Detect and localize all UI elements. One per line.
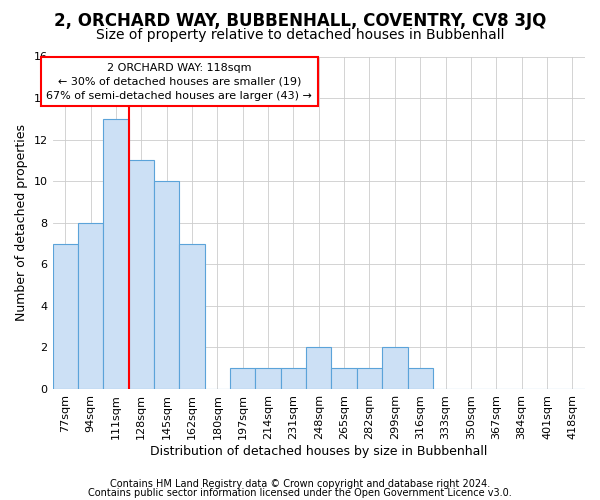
Text: Size of property relative to detached houses in Bubbenhall: Size of property relative to detached ho…: [96, 28, 504, 42]
Bar: [256, 368, 281, 389]
X-axis label: Distribution of detached houses by size in Bubbenhall: Distribution of detached houses by size …: [150, 444, 487, 458]
Bar: [357, 368, 382, 389]
Y-axis label: Number of detached properties: Number of detached properties: [15, 124, 28, 321]
Text: 2, ORCHARD WAY, BUBBENHALL, COVENTRY, CV8 3JQ: 2, ORCHARD WAY, BUBBENHALL, COVENTRY, CV…: [54, 12, 546, 30]
Bar: [382, 348, 407, 389]
Bar: [53, 244, 78, 389]
Text: 2 ORCHARD WAY: 118sqm
← 30% of detached houses are smaller (19)
67% of semi-deta: 2 ORCHARD WAY: 118sqm ← 30% of detached …: [46, 62, 312, 100]
Bar: [103, 119, 128, 389]
Bar: [407, 368, 433, 389]
Bar: [128, 160, 154, 389]
Bar: [306, 348, 331, 389]
Bar: [154, 181, 179, 389]
Text: Contains public sector information licensed under the Open Government Licence v3: Contains public sector information licen…: [88, 488, 512, 498]
Bar: [281, 368, 306, 389]
Bar: [230, 368, 256, 389]
Text: Contains HM Land Registry data © Crown copyright and database right 2024.: Contains HM Land Registry data © Crown c…: [110, 479, 490, 489]
Bar: [78, 222, 103, 389]
Bar: [179, 244, 205, 389]
Bar: [331, 368, 357, 389]
